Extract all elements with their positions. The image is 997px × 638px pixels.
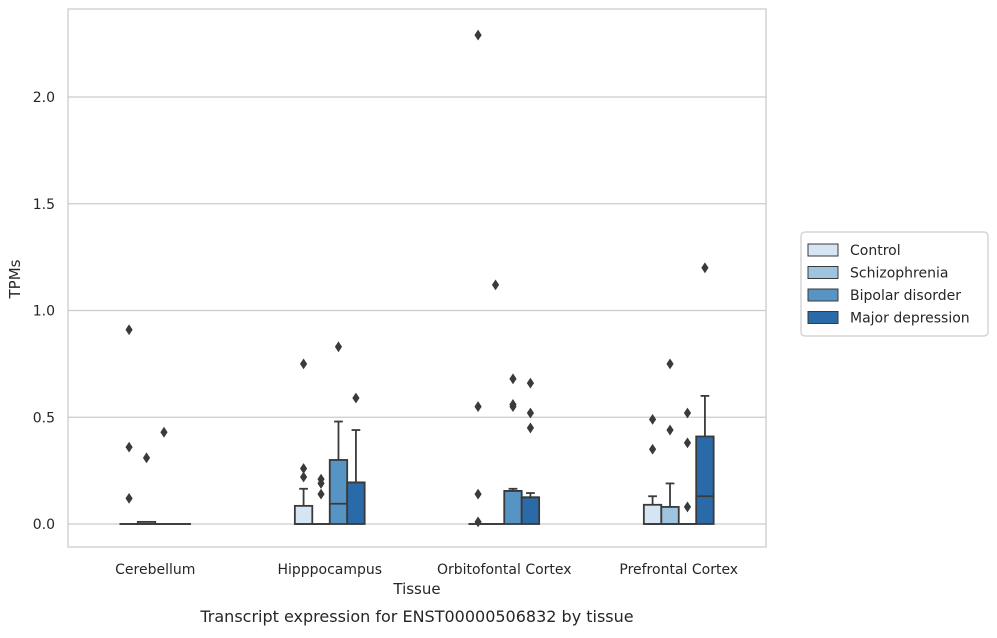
chart-title: Transcript expression for ENST0000050683…	[199, 607, 633, 626]
legend-swatch	[808, 289, 838, 301]
outlier-point	[649, 414, 656, 425]
box	[522, 493, 539, 524]
y-tick-label: 0.5	[33, 410, 55, 426]
box	[696, 396, 713, 524]
outlier-point	[335, 341, 342, 352]
outlier-point	[474, 516, 481, 527]
legend-swatch	[808, 267, 838, 279]
box	[138, 522, 155, 524]
box-body	[522, 497, 539, 524]
outlier-point	[125, 442, 132, 453]
box	[504, 489, 521, 524]
outlier-point	[509, 373, 516, 384]
outlier-point	[684, 502, 691, 513]
outlier-point	[666, 425, 673, 436]
x-axis-label: Tissue	[392, 580, 440, 598]
box-body	[295, 506, 312, 524]
outlier-point	[509, 401, 516, 412]
y-tick-label: 2.0	[33, 90, 55, 106]
legend-label: Major depression	[850, 311, 970, 327]
x-tick-label: Orbitofontal Cortex	[437, 562, 572, 578]
outlier-point	[125, 493, 132, 504]
outlier-point	[701, 262, 708, 273]
y-tick-label: 1.0	[33, 304, 55, 320]
box	[295, 489, 312, 524]
outlier-point	[649, 444, 656, 455]
outlier-point	[474, 30, 481, 41]
outlier-point	[684, 437, 691, 448]
outlier-point	[666, 358, 673, 369]
outlier-point	[474, 401, 481, 412]
box	[347, 430, 364, 524]
legend-label: Schizophrenia	[850, 266, 948, 282]
box-body	[644, 505, 661, 524]
box-series-layer	[120, 396, 713, 524]
outlier-point	[300, 358, 307, 369]
outlier-point	[527, 378, 534, 389]
x-tick-label: Cerebellum	[115, 562, 195, 578]
outlier-layer	[125, 30, 708, 528]
legend: Control Schizophrenia Bipolar disorder Majo…	[801, 232, 988, 336]
box	[644, 496, 661, 524]
legend-label: Control	[850, 243, 901, 259]
box-body	[347, 482, 364, 524]
outlier-point	[474, 489, 481, 500]
plot-frame	[68, 9, 766, 547]
y-tick-label: 0.0	[33, 517, 55, 533]
box-body	[696, 436, 713, 524]
outlier-point	[492, 279, 499, 290]
outlier-point	[317, 489, 324, 500]
legend-label: Bipolar disorder	[850, 288, 961, 304]
legend-swatch	[808, 312, 838, 324]
legend-swatch	[808, 244, 838, 256]
outlier-point	[352, 393, 359, 404]
x-tick-labels: Cerebellum Hipppocampus Orbitofontal Corte…	[115, 562, 738, 578]
box-body	[330, 460, 347, 524]
x-tick-label: Hipppocampus	[277, 562, 382, 578]
outlier-point	[527, 423, 534, 434]
y-tick-labels: 0.0 0.5 1.0 1.5 2.0	[33, 90, 55, 533]
grid-lines	[68, 97, 766, 524]
box-body	[504, 491, 521, 524]
y-axis-label: TPMs	[6, 259, 24, 299]
y-tick-label: 1.5	[33, 197, 55, 213]
outlier-point	[300, 472, 307, 483]
x-tick-label: Prefrontal Cortex	[619, 562, 738, 578]
box-body	[661, 507, 678, 524]
outlier-point	[143, 452, 150, 463]
box	[661, 483, 678, 524]
outlier-point	[160, 427, 167, 438]
outlier-point	[125, 324, 132, 335]
box	[330, 422, 347, 524]
